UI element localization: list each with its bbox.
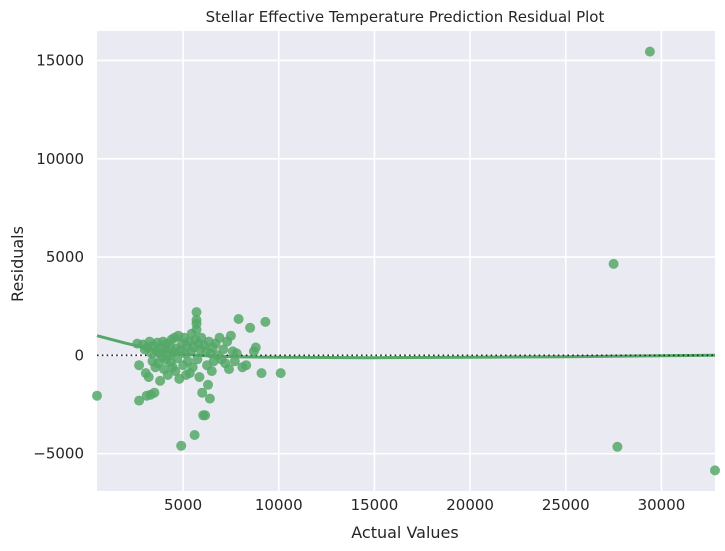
x-tick-labels: 5000 10000 15000 20000 25000 30000 (164, 496, 685, 514)
data-point (214, 332, 225, 343)
data-point (170, 366, 181, 377)
data-point (710, 465, 720, 476)
data-point (608, 258, 619, 269)
data-point (245, 322, 256, 333)
data-point (225, 330, 236, 341)
y-tick-label: 15000 (36, 51, 84, 69)
data-point (644, 46, 655, 57)
data-point (229, 356, 240, 367)
data-point (203, 379, 213, 390)
data-point (197, 387, 208, 398)
data-point (275, 368, 286, 379)
data-point (134, 395, 145, 406)
data-point (191, 318, 202, 329)
data-point (224, 364, 234, 375)
scatter-points (92, 46, 720, 476)
x-axis-label: Actual Values (351, 523, 458, 542)
x-tick-label: 25000 (542, 496, 590, 514)
data-point (176, 440, 187, 451)
y-tick-label: −5000 (33, 445, 84, 463)
data-point (191, 307, 202, 318)
data-point (194, 372, 205, 382)
data-point (241, 360, 252, 371)
chart-title: Stellar Effective Temperature Prediction… (206, 8, 605, 26)
data-point (92, 390, 102, 401)
y-tick-label: 0 (74, 346, 84, 364)
data-point (149, 387, 160, 398)
grid-lines (97, 31, 715, 491)
data-point (192, 354, 203, 365)
data-point (231, 348, 242, 359)
x-tick-label: 10000 (255, 496, 303, 514)
data-point (187, 362, 198, 373)
data-point (204, 393, 215, 404)
data-point (206, 366, 217, 377)
data-point (162, 370, 173, 380)
x-tick-label: 5000 (164, 496, 202, 514)
data-point (155, 375, 166, 386)
data-point (200, 410, 211, 421)
data-point (196, 332, 207, 343)
y-tick-label: 5000 (46, 248, 84, 266)
data-point (233, 314, 244, 324)
data-point (218, 344, 229, 355)
data-point (189, 430, 200, 440)
data-point (172, 353, 183, 364)
data-point (256, 368, 267, 379)
data-point (250, 342, 261, 353)
x-tick-label: 30000 (638, 496, 686, 514)
y-tick-labels: −5000 0 5000 10000 15000 (33, 51, 84, 462)
data-point (612, 441, 623, 452)
y-axis-label: Residuals (8, 226, 27, 302)
data-point (143, 372, 154, 382)
x-tick-label: 15000 (351, 496, 399, 514)
x-tick-label: 20000 (446, 496, 494, 514)
data-point (260, 316, 271, 327)
plot-background (97, 31, 715, 491)
y-tick-label: 10000 (36, 150, 84, 168)
data-point (134, 360, 145, 371)
